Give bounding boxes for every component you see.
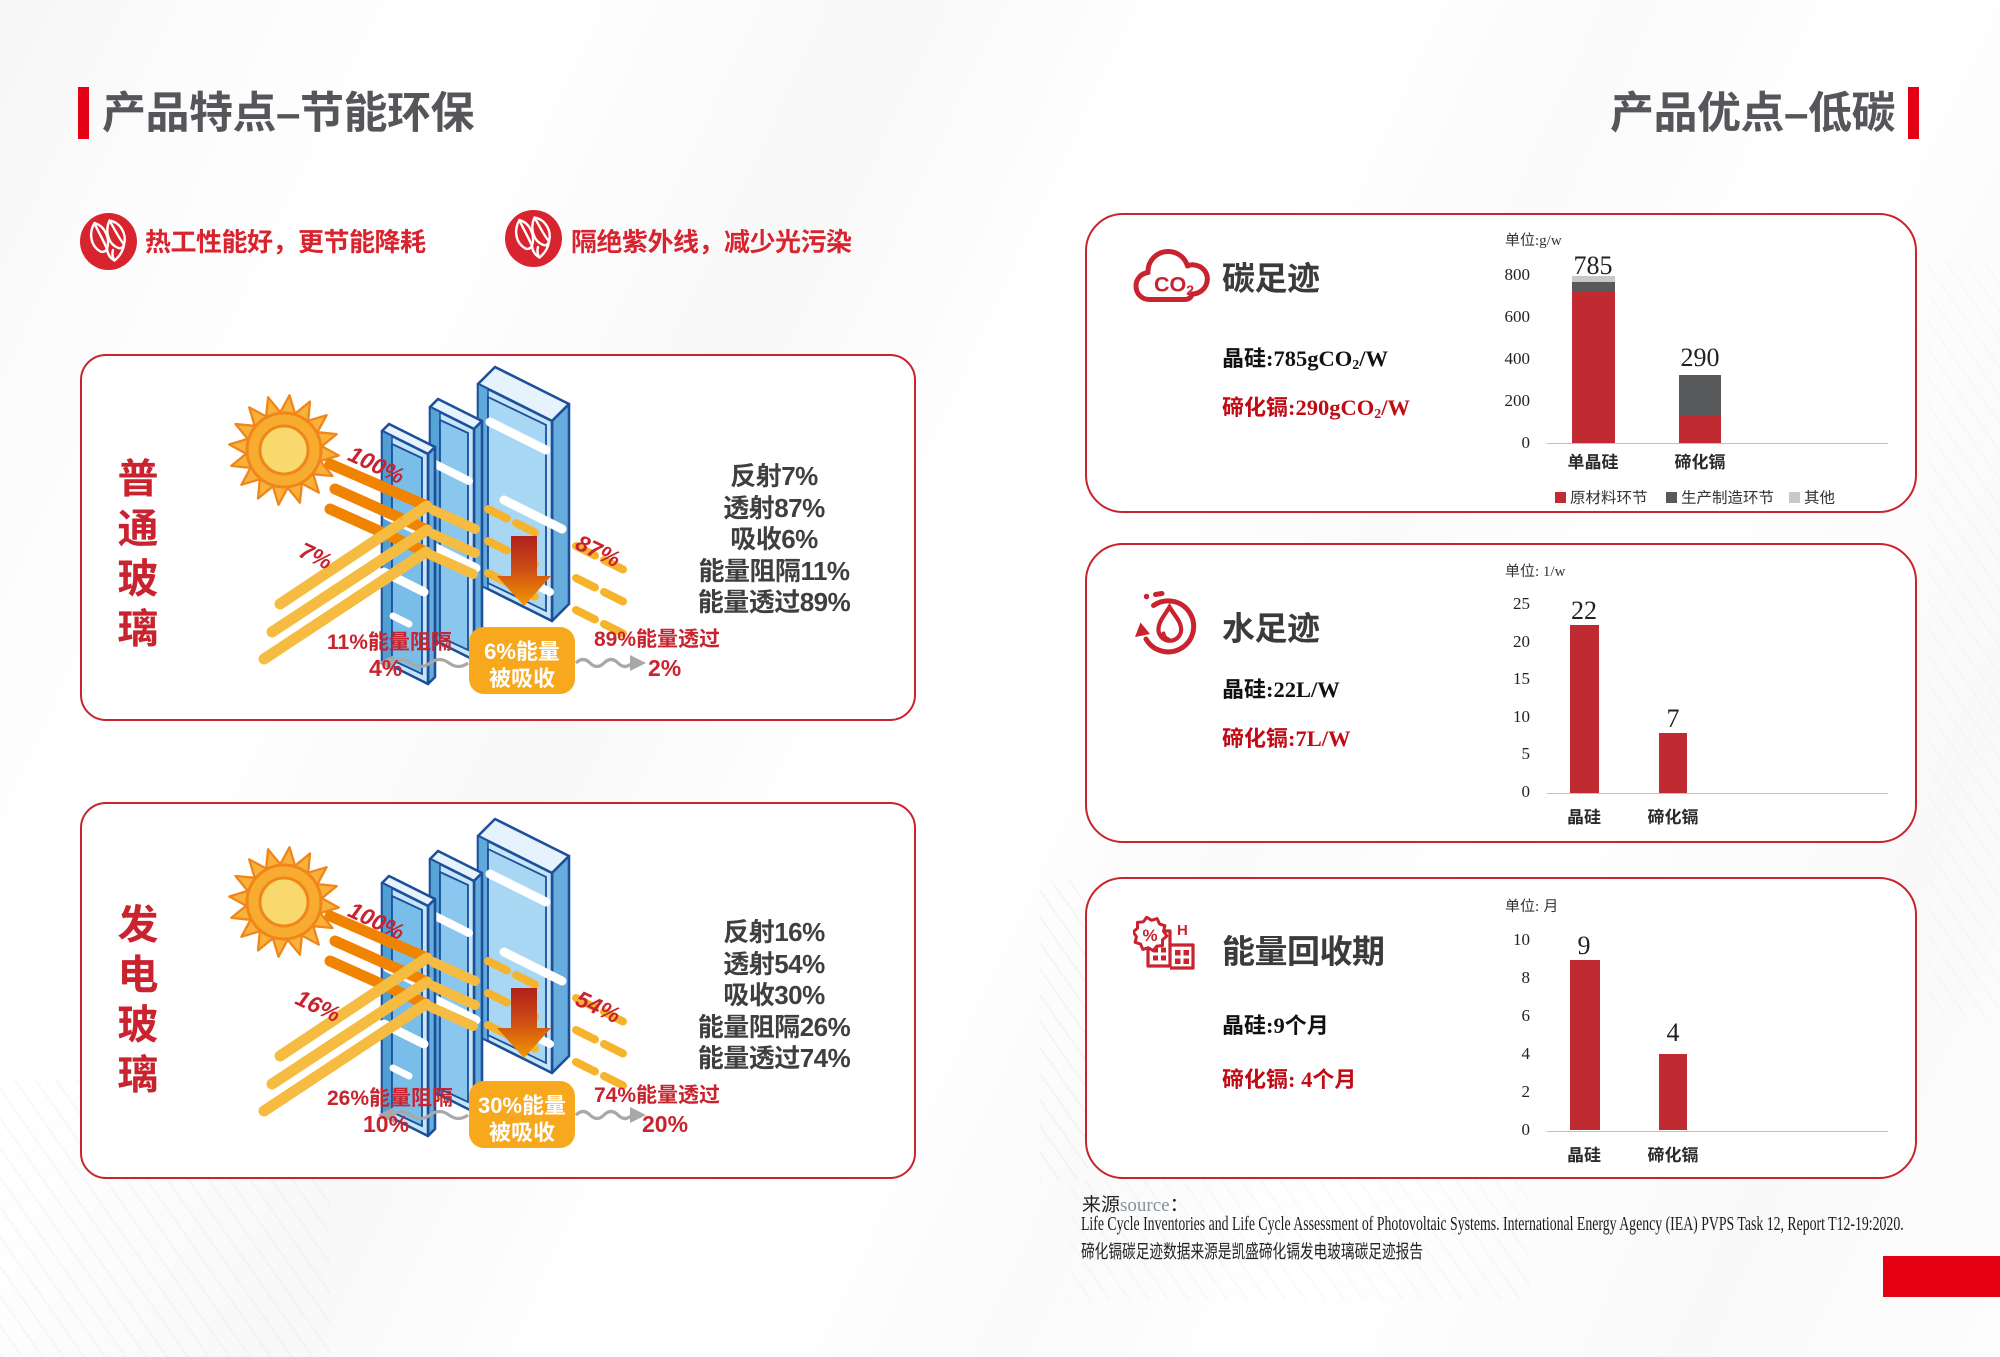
- svg-text:H: H: [1177, 922, 1188, 939]
- svg-text:%: %: [1143, 926, 1158, 945]
